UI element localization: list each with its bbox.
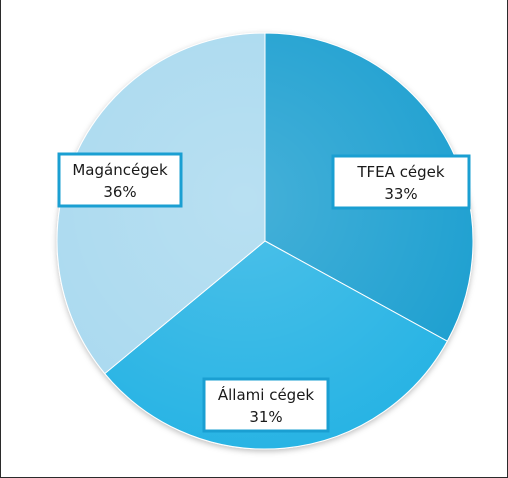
slice-percent-label: 31% [249, 408, 282, 426]
slice-label-3: Magáncégek 36% [57, 152, 183, 208]
slice-name-label: Magáncégek [72, 161, 168, 179]
slice-percent-label: 33% [384, 185, 417, 203]
slice-label-box [202, 377, 330, 433]
slice-label-2: Állami cégek 31% [202, 377, 330, 433]
slice-name-label: TFEA cégek [356, 163, 445, 181]
slice-label-box [57, 152, 183, 208]
slice-name-label: Állami cégek [218, 385, 315, 404]
slice-label-box [331, 154, 471, 210]
slice-label-1: TFEA cégek 33% [331, 154, 471, 210]
slice-percent-label: 36% [103, 183, 136, 201]
